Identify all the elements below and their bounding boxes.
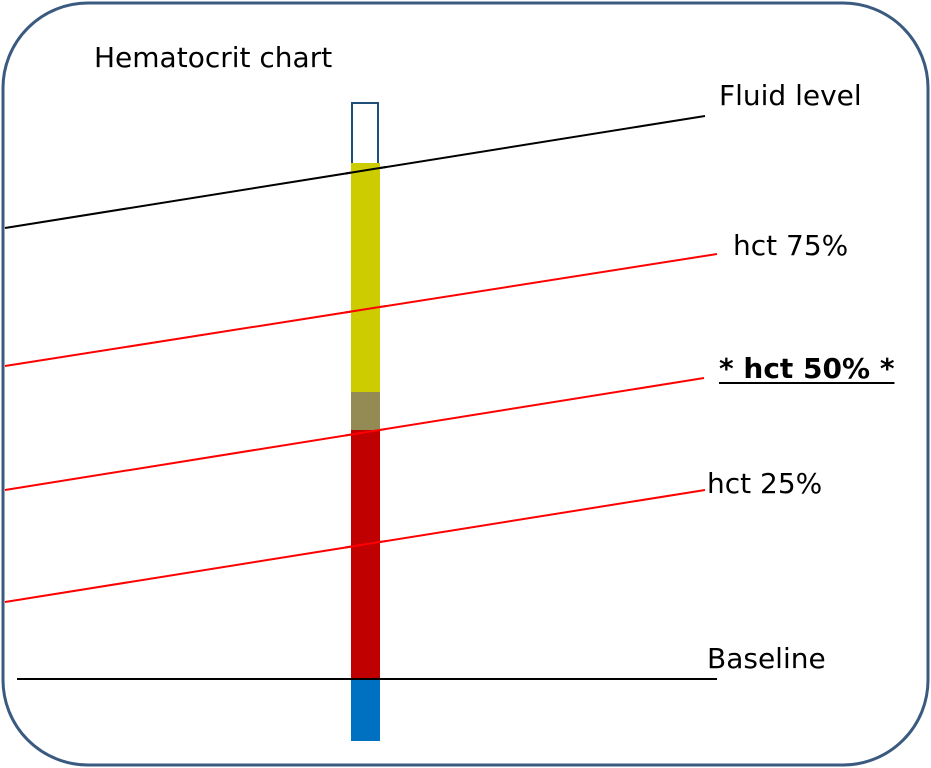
chart-title: Hematocrit chart — [94, 41, 333, 74]
hct50-line-overlay — [344, 428, 387, 437]
baseline-label: Baseline — [707, 642, 826, 675]
fluid-level-label: Fluid level — [719, 79, 862, 112]
hct25-label: hct 25% — [707, 467, 823, 500]
hct75-line-overlay — [344, 305, 387, 314]
tube-clay-plug-segment — [351, 680, 380, 741]
tube-buffy-coat-segment — [351, 392, 380, 430]
tube-empty-section — [351, 102, 379, 166]
fluid-level-line-overlay — [344, 166, 387, 175]
hct50-label: * hct 50% * — [719, 352, 895, 385]
hct25-line-overlay — [344, 540, 387, 549]
tube-red-cells-segment — [351, 430, 380, 680]
hct75-label: hct 75% — [733, 229, 849, 262]
tube-plasma-segment — [351, 163, 380, 392]
